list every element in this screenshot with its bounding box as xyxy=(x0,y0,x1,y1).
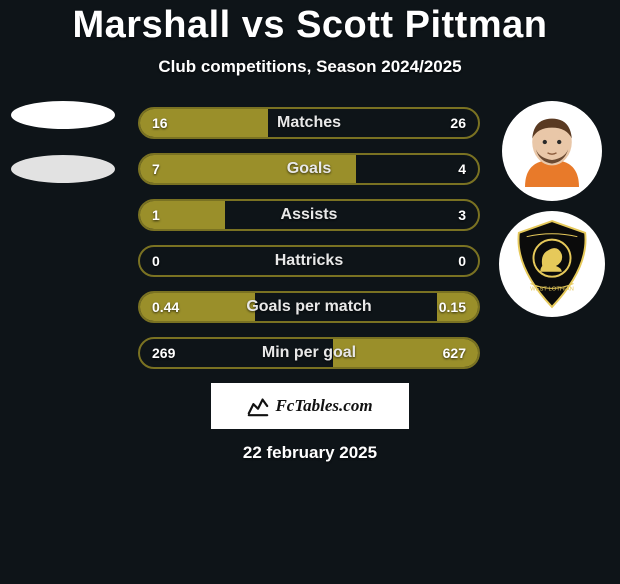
subtitle: Club competitions, Season 2024/2025 xyxy=(0,57,620,77)
brand-badge: FcTables.com xyxy=(211,383,409,429)
stat-fill-left xyxy=(140,201,225,229)
svg-text:WEST LOTHIAN: WEST LOTHIAN xyxy=(530,286,574,292)
stat-row: Min per goal269627 xyxy=(138,337,480,369)
stat-fill-left xyxy=(140,155,356,183)
right-player-avatar xyxy=(502,101,602,201)
stat-row: Hattricks0 0 xyxy=(138,245,480,277)
player-face-icon xyxy=(507,106,597,196)
page-title: Marshall vs Scott Pittman xyxy=(0,4,620,47)
right-player-column: WEST LOTHIAN xyxy=(492,101,612,317)
stat-value-left: 0 xyxy=(152,247,160,275)
brand-logo-icon xyxy=(247,395,269,417)
brand-text: FcTables.com xyxy=(275,396,372,416)
stat-row: Goals per match0.440.15 xyxy=(138,291,480,323)
stat-row: Matches1626 xyxy=(138,107,480,139)
left-player-placeholder-2 xyxy=(11,155,115,183)
stat-value-right: 3 xyxy=(458,201,466,229)
left-player-column xyxy=(8,101,118,209)
stat-value-right: 0 xyxy=(458,247,466,275)
stat-row: Assists13 xyxy=(138,199,480,231)
stat-value-right: 26 xyxy=(450,109,466,137)
shield-crest-icon: WEST LOTHIAN xyxy=(513,219,591,309)
stat-row: Goals74 xyxy=(138,153,480,185)
date-text: 22 february 2025 xyxy=(0,443,620,463)
stat-label: Hattricks xyxy=(140,247,478,275)
stat-fill-right xyxy=(333,339,478,367)
stat-fill-left xyxy=(140,293,255,321)
stat-fill-right xyxy=(437,293,478,321)
stat-fill-left xyxy=(140,109,268,137)
left-player-placeholder-1 xyxy=(11,101,115,129)
stat-value-left: 269 xyxy=(152,339,175,367)
comparison-content: WEST LOTHIAN Matches1626 Goals74 Assists13… xyxy=(0,107,620,369)
stat-bars: Matches1626 Goals74 Assists13 Hattricks0 0 Go… xyxy=(138,107,480,369)
stat-value-right: 4 xyxy=(458,155,466,183)
right-club-crest: WEST LOTHIAN xyxy=(499,211,605,317)
